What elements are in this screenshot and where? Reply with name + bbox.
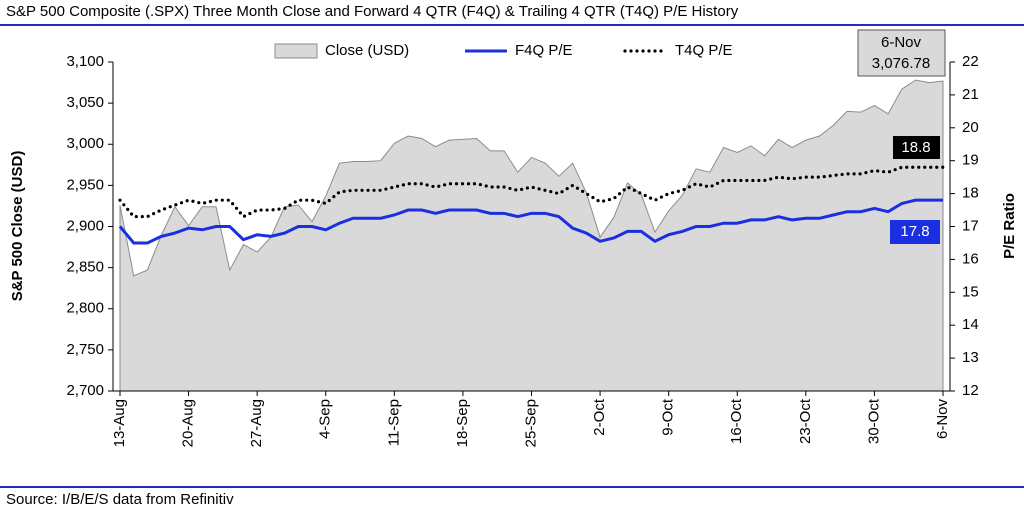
x-tick-label: 13-Aug: [111, 399, 128, 447]
close-area: [119, 79, 944, 392]
callout-date: 6-Nov: [881, 34, 922, 51]
x-tick-label: 27-Aug: [248, 399, 265, 447]
legend-label: Close (USD): [325, 42, 409, 59]
y2-axis-label: P/E Ratio: [1001, 193, 1018, 259]
y2-tick-label: 16: [962, 250, 979, 267]
y-tick-label: 2,700: [66, 382, 104, 399]
legend-label: T4Q P/E: [675, 42, 733, 59]
pe-line: [118, 198, 943, 245]
y2-tick-label: 17: [962, 217, 979, 234]
x-tick-label: 30-Oct: [865, 398, 882, 444]
callout-value: 17.8: [900, 223, 929, 240]
legend-swatch: [274, 43, 318, 59]
y-tick-label: 2,750: [66, 341, 104, 358]
y2-tick-label: 18: [962, 185, 979, 202]
callout-box: [857, 29, 946, 77]
y2-tick-label: 12: [962, 382, 979, 399]
x-tick-label: 25-Sep: [522, 399, 539, 447]
callout-box: [890, 220, 940, 244]
y-tick-label: 3,100: [66, 53, 104, 70]
y-tick-label: 2,800: [66, 300, 104, 317]
x-tick-label: 16-Oct: [728, 398, 745, 444]
callout-value: 18.8: [901, 139, 930, 156]
y-tick-label: 2,900: [66, 217, 104, 234]
y2-tick-label: 14: [962, 316, 979, 333]
y2-tick-label: 20: [962, 119, 979, 136]
x-tick-label: 6-Nov: [934, 399, 951, 440]
y2-tick-label: 22: [962, 53, 979, 70]
y2-tick-label: 15: [962, 283, 979, 300]
chart-title: S&P 500 Composite (.SPX) Three Month Clo…: [6, 3, 739, 20]
callout-value: 3,076.78: [872, 55, 930, 72]
y-axis-label: S&P 500 Close (USD): [9, 151, 26, 302]
source: Source: I/B/E/S data from Refinitiv: [6, 491, 234, 508]
y2-tick-label: 19: [962, 152, 979, 169]
legend-label: F4Q P/E: [515, 42, 573, 59]
x-tick-label: 18-Sep: [454, 399, 471, 447]
x-tick-label: 23-Oct: [797, 398, 814, 444]
y2-tick-label: 13: [962, 349, 979, 366]
y-tick-label: 3,050: [66, 94, 104, 111]
y-tick-label: 3,000: [66, 135, 104, 152]
y-tick-label: 2,850: [66, 259, 104, 276]
x-tick-label: 20-Aug: [180, 399, 197, 447]
y2-tick-label: 21: [962, 86, 979, 103]
y-tick-label: 2,950: [66, 176, 104, 193]
x-tick-label: 2-Oct: [591, 398, 608, 436]
callout-box: [893, 136, 940, 159]
x-tick-label: 11-Sep: [385, 399, 402, 446]
x-tick-label: 4-Sep: [317, 399, 334, 439]
x-tick-label: 9-Oct: [660, 398, 677, 436]
pe-line: [118, 165, 945, 219]
